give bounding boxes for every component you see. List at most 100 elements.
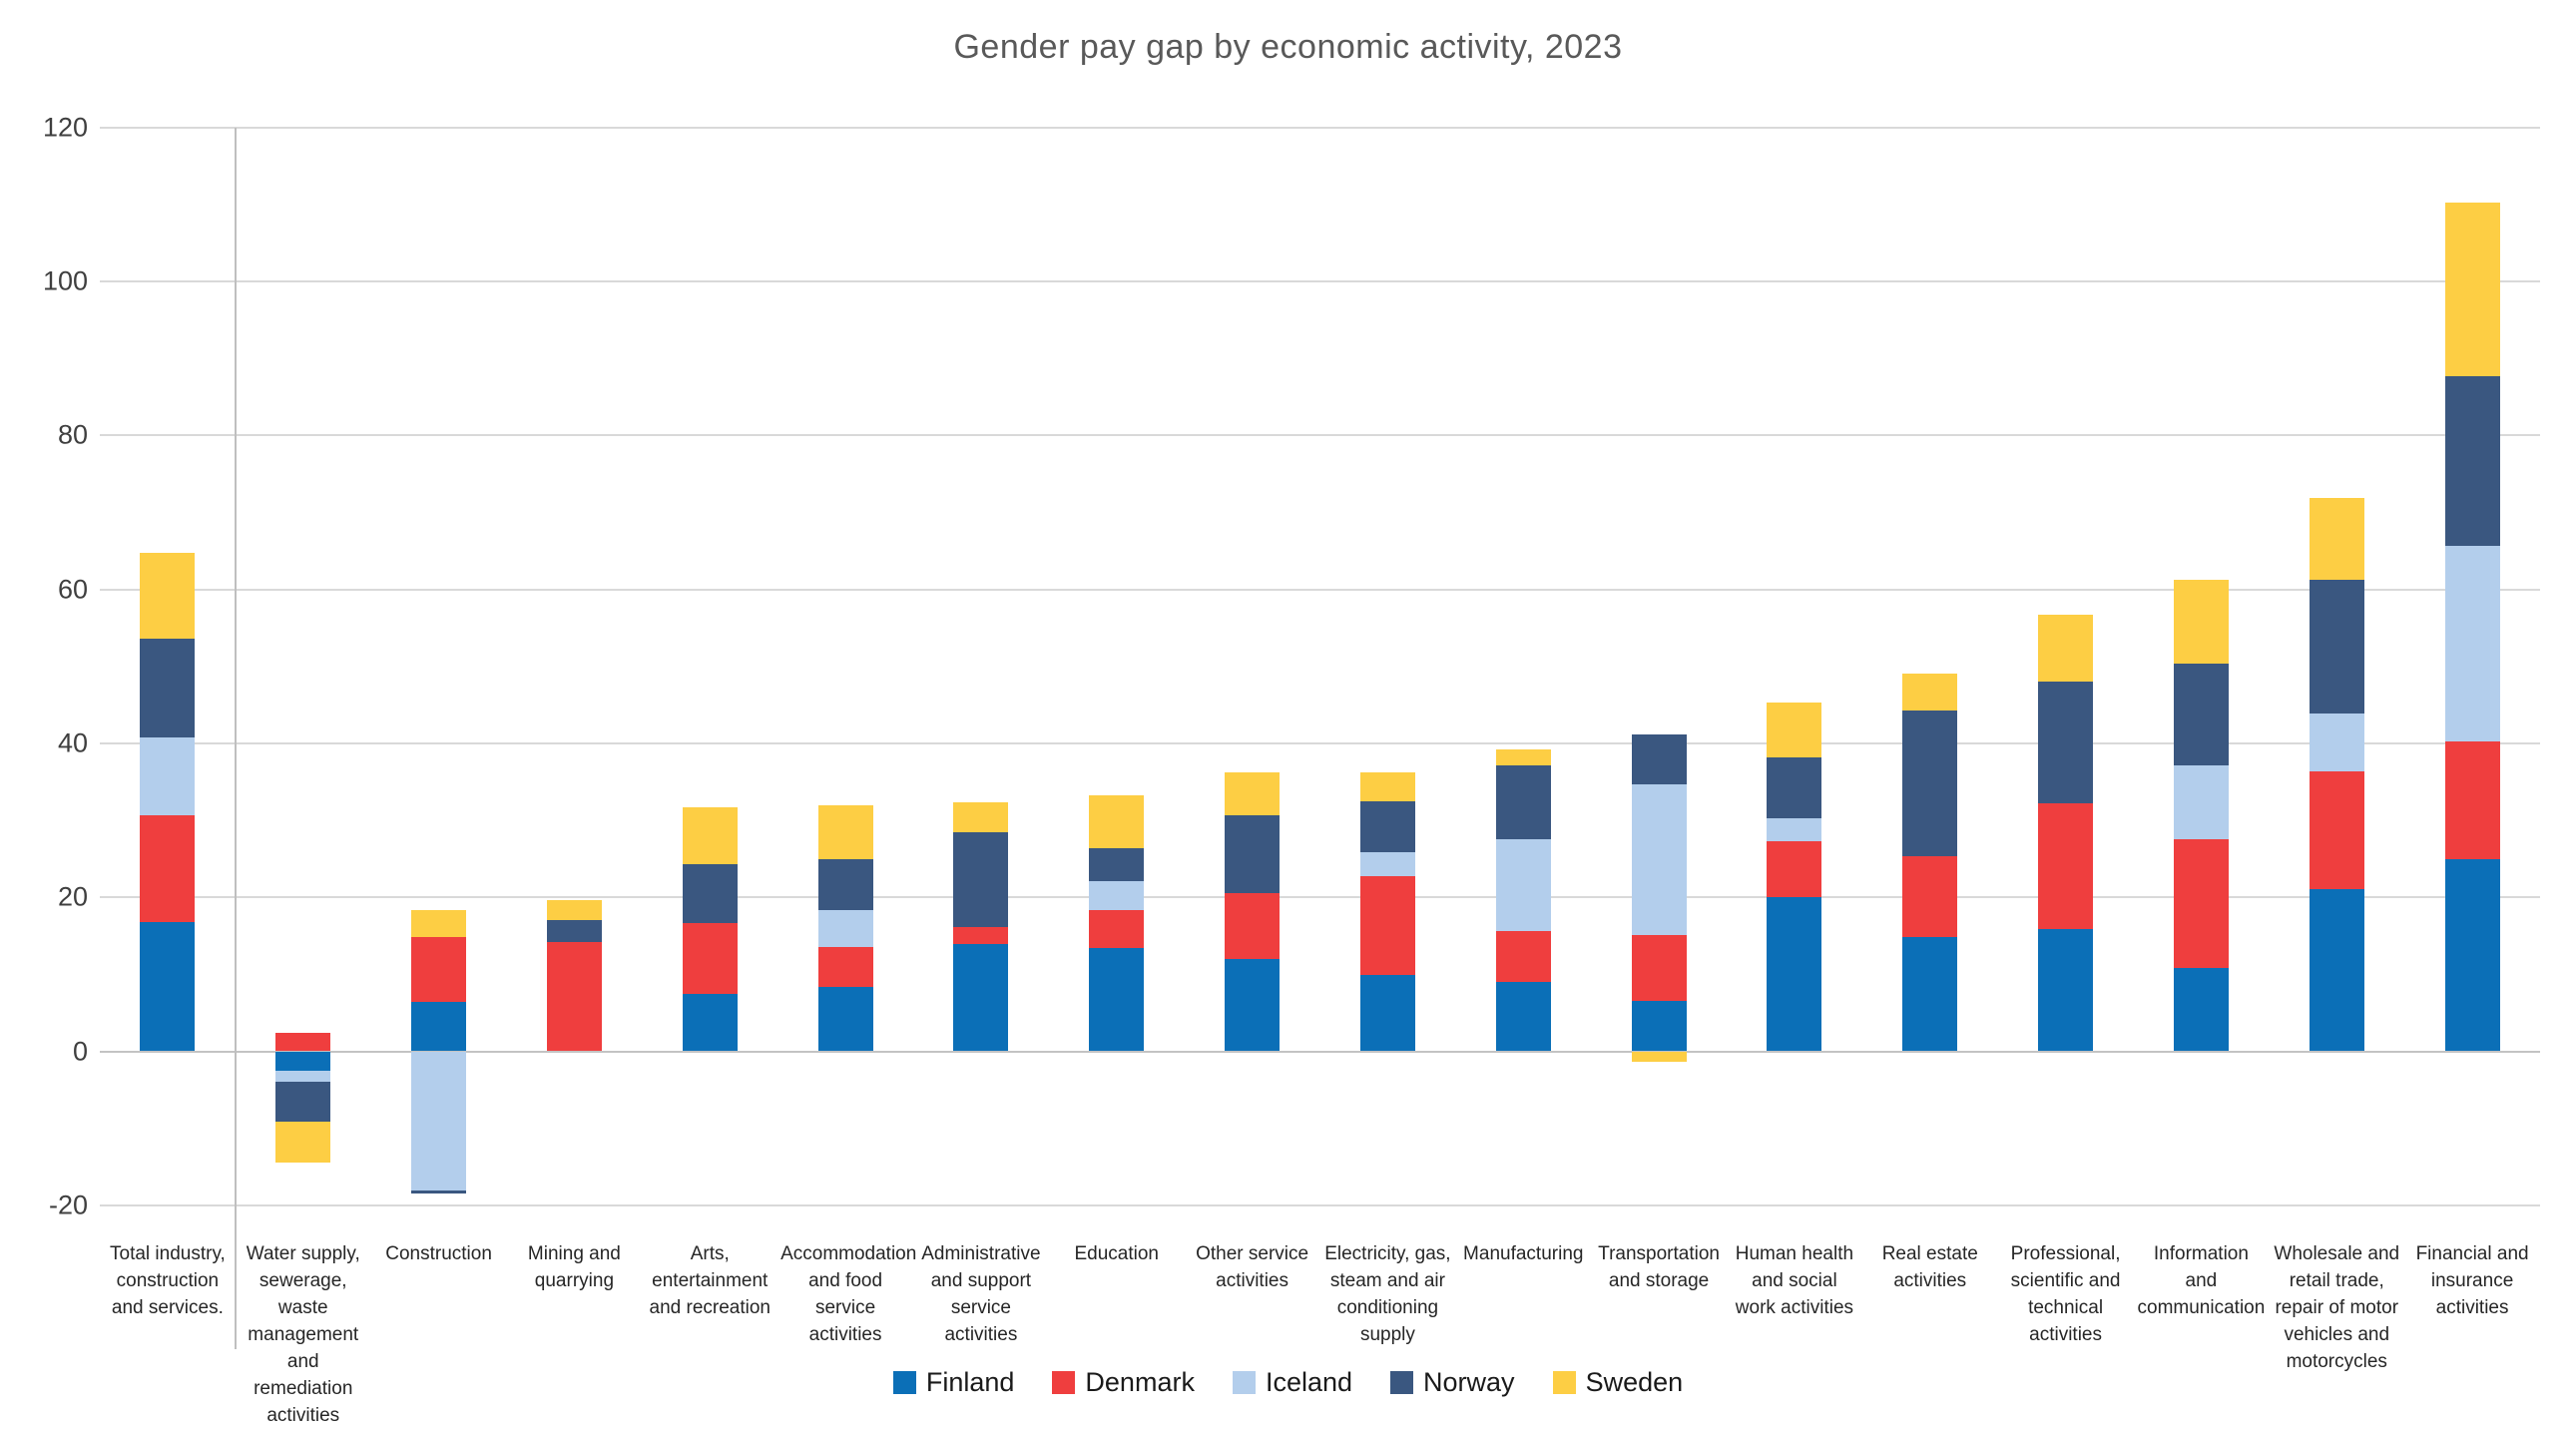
bar-segment-denmark (546, 941, 602, 1052)
bar-segment-finland (2173, 968, 2229, 1052)
legend-swatch-icon (1390, 1370, 1414, 1394)
legend-label: Finland (925, 1366, 1015, 1397)
bar-segment-sweden (1902, 673, 1958, 711)
x-axis-label: Construction (385, 1243, 492, 1264)
bar-segment-norway (2173, 664, 2229, 766)
bar-segment-sweden (546, 900, 602, 920)
bar-segment-sweden (2173, 579, 2229, 665)
bar-segment-norway (1902, 710, 1958, 856)
bar-segment-iceland (817, 909, 873, 948)
bar-segment-finland (411, 1002, 467, 1052)
legend-item-denmark: Denmark (1052, 1367, 1195, 1398)
bar-segment-iceland (2444, 546, 2500, 742)
bar-segment-denmark (1359, 875, 1415, 976)
y-tick-label: 0 (72, 1036, 88, 1066)
bar-segment-norway (275, 1082, 331, 1122)
x-axis-label: Arts, entertainment and recreation (649, 1243, 771, 1318)
bar-segment-denmark (953, 927, 1009, 945)
legend-label: Iceland (1265, 1366, 1353, 1397)
bar-segment-finland (2038, 928, 2094, 1052)
bar-segment-denmark (2309, 771, 2364, 889)
bar-segment-finland (817, 987, 873, 1052)
gridline (100, 896, 2540, 899)
gridline (100, 1203, 2540, 1206)
x-axis-label: Accommodation and food service activitie… (780, 1243, 917, 1345)
bar-segment-sweden (2444, 203, 2500, 376)
x-axis-label: Financial and insurance activities (2415, 1243, 2529, 1318)
bar-segment-sweden (2309, 497, 2364, 581)
bar-segment-norway (2038, 682, 2094, 804)
x-axis-label: Total industry, construction and service… (110, 1243, 226, 1318)
gridline (100, 741, 2540, 744)
x-axis-label: Education (1074, 1243, 1159, 1264)
bar-segment-sweden (953, 801, 1009, 833)
bar-segment-finland (1631, 1001, 1687, 1052)
bar-segment-iceland (1089, 880, 1145, 911)
bar-segment-denmark (1495, 931, 1551, 983)
bar-segment-denmark (275, 1032, 331, 1052)
bar-segment-norway (1631, 734, 1687, 784)
chart-title: Gender pay gap by economic activity, 202… (953, 28, 1623, 66)
x-axis-label: Water supply, sewerage, waste management… (246, 1243, 360, 1426)
legend-swatch-icon (1232, 1370, 1256, 1394)
bar-segment-norway (1225, 815, 1281, 893)
bar-segment-denmark (1225, 892, 1281, 959)
bar-segment-finland (1767, 897, 1822, 1052)
y-tick-label: 80 (57, 419, 88, 450)
bar-segment-finland (1089, 948, 1145, 1052)
bar-segment-finland (1902, 937, 1958, 1052)
bar-segment-sweden (1359, 772, 1415, 801)
bar-segment-iceland (1631, 783, 1687, 935)
bar-segment-norway (953, 832, 1009, 928)
bar-segment-iceland (2309, 713, 2364, 772)
x-axis-label: Other service activities (1196, 1243, 1309, 1291)
x-axis-label: Mining and quarrying (527, 1243, 621, 1291)
x-axis-label: Electricity, gas, steam and air conditio… (1324, 1243, 1451, 1345)
legend-item-norway: Norway (1390, 1367, 1515, 1398)
y-tick-label: 120 (42, 112, 88, 143)
bar-segment-denmark (2038, 803, 2094, 929)
gridline (100, 280, 2540, 282)
bar-segment-norway (140, 638, 196, 738)
bar-segment-finland (2309, 888, 2364, 1052)
bar-segment-denmark (140, 814, 196, 922)
bar-segment-norway (411, 1191, 467, 1194)
y-tick-label: -20 (48, 1190, 88, 1220)
bar-segment-denmark (411, 937, 467, 1003)
bar-segment-sweden (1225, 772, 1281, 816)
bar-segment-denmark (1089, 910, 1145, 949)
bar-segment-finland (953, 944, 1009, 1052)
bar-segment-iceland (140, 737, 196, 815)
chart-legend: Finland Denmark Iceland Norway Sweden (0, 1359, 2576, 1405)
bar-segment-norway (1495, 765, 1551, 839)
bar-segment-sweden (1089, 795, 1145, 848)
bar-segment-finland (275, 1051, 331, 1071)
bar-segment-sweden (682, 806, 738, 864)
x-axis-label: Manufacturing (1463, 1243, 1584, 1264)
x-axis-label: Information and communication (2137, 1243, 2266, 1318)
bar-segment-finland (2444, 859, 2500, 1052)
legend-label: Denmark (1085, 1366, 1195, 1397)
bar-segment-norway (2444, 375, 2500, 547)
legend-item-sweden: Sweden (1552, 1367, 1683, 1398)
bar-segment-sweden (1495, 749, 1551, 766)
bar-segment-iceland (1359, 852, 1415, 876)
bar-segment-denmark (817, 947, 873, 988)
x-axis-label: Wholesale and retail trade, repair of mo… (2274, 1243, 2400, 1372)
x-axis-label: Real estate activities (1881, 1243, 1978, 1291)
y-tick-label: 40 (57, 727, 88, 758)
bar-segment-denmark (2173, 839, 2229, 969)
bar-segment-norway (546, 919, 602, 942)
bar-segment-denmark (682, 923, 738, 994)
legend-swatch-icon (1052, 1370, 1076, 1394)
bar-segment-finland (1359, 975, 1415, 1052)
y-tick-label: 20 (57, 881, 88, 912)
bar-segment-iceland (1767, 817, 1822, 841)
category-separator-line (234, 127, 237, 1349)
bar-segment-sweden (140, 553, 196, 639)
bar-segment-sweden (275, 1121, 331, 1163)
legend-item-finland: Finland (892, 1366, 1015, 1398)
gridline (100, 126, 2540, 129)
x-axis-label: Human health and social work activities (1735, 1243, 1854, 1318)
